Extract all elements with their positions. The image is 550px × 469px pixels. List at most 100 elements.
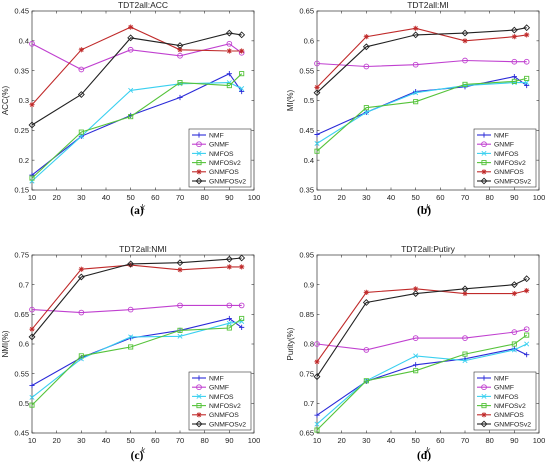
x-tick-label: 40 xyxy=(102,193,110,202)
data-point-nmfos xyxy=(128,334,134,340)
y-tick-label: 0.65 xyxy=(299,7,314,16)
data-point-nmfosv2 xyxy=(413,99,419,105)
x-tick-label: 40 xyxy=(387,193,395,202)
data-point-gnmfosv2 xyxy=(127,260,135,268)
data-point-gnmfosv2 xyxy=(176,259,184,267)
data-point-gnmfos xyxy=(462,38,468,44)
x-tick-label: 50 xyxy=(126,436,134,445)
legend-label: GNMFOS xyxy=(209,412,239,419)
data-point-nmf xyxy=(314,412,320,418)
data-point-gnmfos xyxy=(78,266,84,272)
chart-panel-b: 10 20 30 40 50 60 70 80 90 100 0.35 0.4 0.45 0.5 0.55 0… xyxy=(286,0,545,217)
data-point-gnmfos xyxy=(239,48,245,54)
data-point-nmfosv2 xyxy=(239,71,245,77)
legend: NMF GNMF NMFOS NMFOSv2 GNMFOS GNMFOSv2 xyxy=(473,128,537,188)
data-point-gnmf xyxy=(127,306,134,313)
legend-label: NMF xyxy=(494,132,509,139)
x-tick-label: 80 xyxy=(485,436,493,445)
series-line-nmf xyxy=(31,317,243,386)
legend-label: GNMF xyxy=(209,142,229,149)
y-tick-label: 0.55 xyxy=(14,369,29,378)
legend-marker xyxy=(481,403,487,409)
data-point-gnmfosv2 xyxy=(412,31,420,39)
legend-label: NMFOSv2 xyxy=(209,403,241,410)
data-point-gnmf xyxy=(523,326,530,333)
y-tick-label: 0.2 xyxy=(19,156,29,165)
legend-marker xyxy=(481,384,487,391)
x-tick-label: 70 xyxy=(461,436,469,445)
data-point-nmfosv2 xyxy=(524,75,530,81)
data-point-gnmfos xyxy=(29,102,35,108)
series-line-nmf xyxy=(316,348,527,416)
y-tick-label: 0.8 xyxy=(304,340,314,349)
legend-marker xyxy=(195,420,203,428)
data-point-gnmfosv2 xyxy=(28,121,36,129)
legend-marker xyxy=(196,375,202,381)
data-point-nmfos xyxy=(413,90,419,96)
data-point-gnmfos xyxy=(239,264,245,270)
data-point-nmfosv2 xyxy=(511,341,517,347)
x-tick-label: 60 xyxy=(436,193,444,202)
legend-label: NMFOS xyxy=(209,151,234,158)
data-point-gnmfosv2 xyxy=(238,31,246,39)
data-point-nmfosv2 xyxy=(462,351,468,357)
data-point-nmfos xyxy=(239,86,245,92)
series-line-nmf xyxy=(31,73,243,176)
data-point-nmf xyxy=(239,324,245,330)
y-tick-label: 0.95 xyxy=(299,251,314,260)
legend-label: NMFOS xyxy=(209,394,234,401)
data-point-nmf xyxy=(524,352,530,358)
data-point-gnmfos xyxy=(226,264,232,270)
legend-marker xyxy=(196,160,202,166)
x-tick-label: 90 xyxy=(225,193,233,202)
x-tick-label: 70 xyxy=(176,436,184,445)
legend-marker xyxy=(481,393,487,399)
chart-title: TDT2all:NMI xyxy=(119,244,167,254)
data-point-gnmf xyxy=(226,40,233,47)
data-point-nmf xyxy=(29,382,35,389)
y-tick-label: 0.25 xyxy=(14,126,29,135)
data-point-nmfos xyxy=(29,178,35,184)
data-point-gnmfosv2 xyxy=(510,26,518,34)
x-tick-label: 10 xyxy=(313,436,321,445)
data-point-gnmfos xyxy=(524,32,530,38)
chart-title: TDT2all:Putiry xyxy=(401,244,456,254)
data-point-nmfosv2 xyxy=(524,332,530,338)
data-point-gnmf xyxy=(177,302,183,309)
y-tick-label: 0.75 xyxy=(14,251,29,260)
x-tick-label: 100 xyxy=(533,193,546,202)
data-point-nmfosv2 xyxy=(413,368,419,374)
x-tick-label: 50 xyxy=(126,193,134,202)
y-tick-label: 0.75 xyxy=(299,369,314,378)
data-point-nmfos xyxy=(363,109,369,115)
data-point-nmf xyxy=(314,131,320,138)
legend-marker xyxy=(196,132,202,138)
data-point-nmfosv2 xyxy=(239,315,245,322)
y-axis-label: MI(%) xyxy=(286,90,295,112)
x-axis-label: k xyxy=(426,203,431,212)
data-point-gnmf xyxy=(314,60,320,67)
panel-label: (b) xyxy=(417,205,431,217)
x-tick-label: 30 xyxy=(362,436,370,445)
panel-label: (a) xyxy=(130,205,144,217)
y-tick-label: 0.35 xyxy=(14,66,29,75)
x-tick-label: 90 xyxy=(510,193,518,202)
data-point-gnmf xyxy=(523,58,530,65)
y-tick-label: 0.5 xyxy=(304,96,314,105)
legend-marker xyxy=(481,141,487,148)
x-axis-label: k xyxy=(141,446,146,455)
y-tick-label: 0.15 xyxy=(14,186,29,195)
data-point-gnmfos xyxy=(511,34,517,40)
data-point-nmf xyxy=(177,94,183,101)
y-tick-label: 0.45 xyxy=(14,7,29,16)
legend-label: GNMFOS xyxy=(494,169,524,176)
data-point-gnmf xyxy=(511,58,518,65)
data-point-gnmfos xyxy=(413,25,419,31)
data-point-nmfosv2 xyxy=(29,402,35,408)
data-point-gnmf xyxy=(226,302,233,309)
x-tick-label: 80 xyxy=(200,436,208,445)
data-point-nmfos xyxy=(524,80,530,86)
data-point-nmfosv2 xyxy=(177,80,183,86)
legend-label: GNMFOSv2 xyxy=(494,178,531,185)
